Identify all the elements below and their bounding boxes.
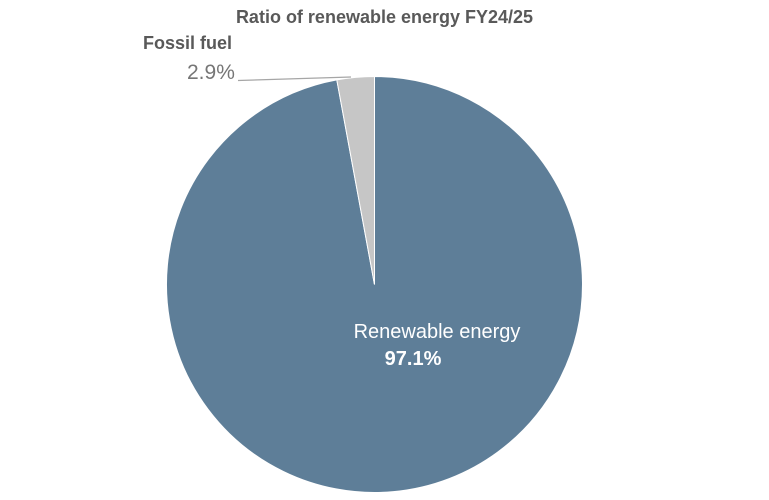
renewable-energy-value-label: 97.1%	[384, 348, 442, 370]
chart-title: Ratio of renewable energy FY24/25	[235, 7, 534, 27]
pie-slices	[165, 75, 583, 493]
fossil-fuel-label: Fossil fuel	[143, 33, 233, 53]
fossil-fuel-value-label: 2.9%	[187, 61, 235, 84]
callout-leader-line	[237, 76, 352, 82]
pie-slice-fossil-fuel[interactable]	[336, 75, 375, 285]
renewable-energy-label: Renewable energy	[353, 321, 521, 343]
